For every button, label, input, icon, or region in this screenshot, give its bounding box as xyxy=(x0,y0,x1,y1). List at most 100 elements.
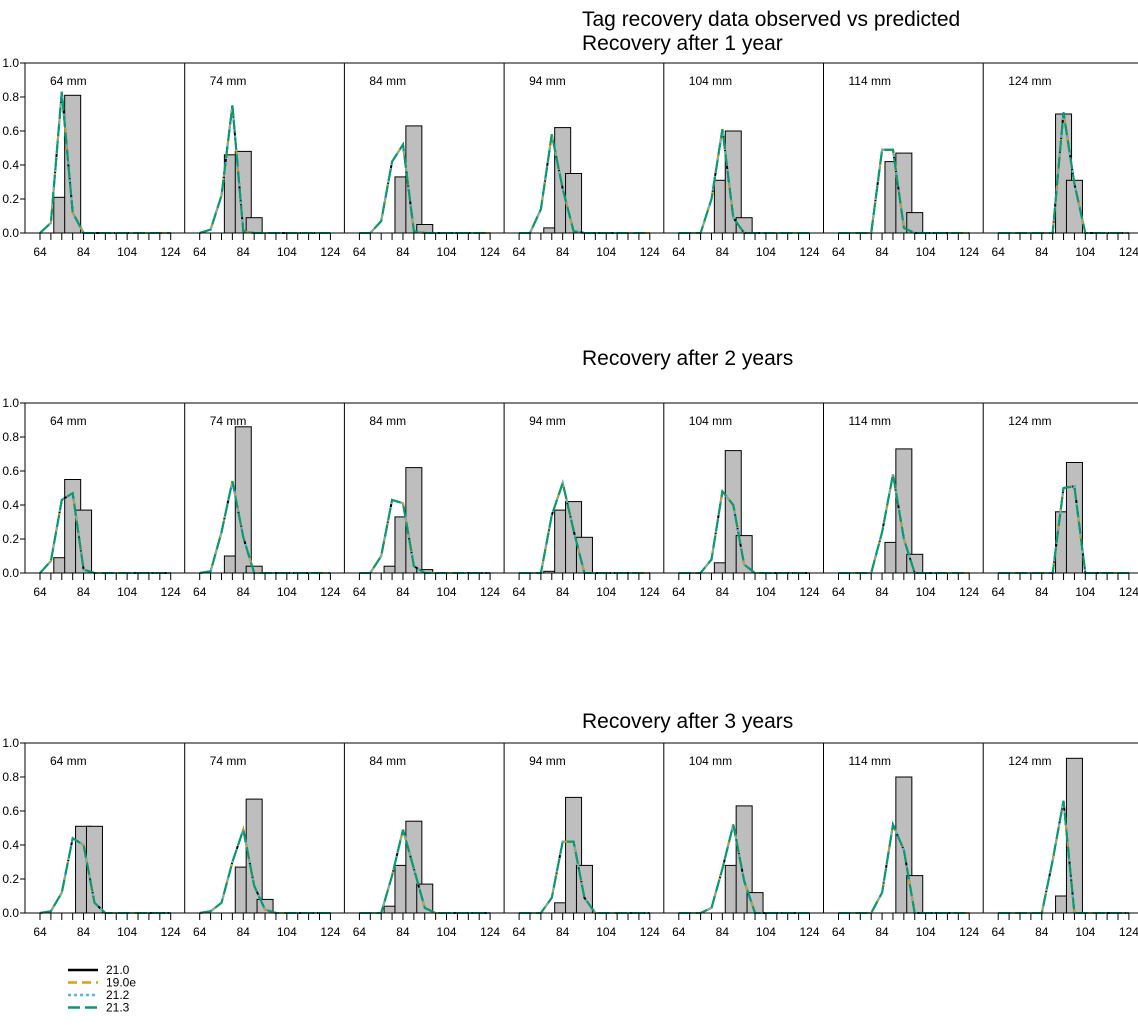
x-tick-label: 124 xyxy=(1119,585,1138,599)
y-tick-label: 0.4 xyxy=(2,498,19,512)
panel: 94 mm 64 84 104 124 xyxy=(503,402,664,599)
x-tick-label: 104 xyxy=(596,585,616,599)
x-tick-label: 124 xyxy=(480,245,500,259)
panel: 64 mm 64 84 104 124 xyxy=(24,742,185,939)
panel-label: 84 mm xyxy=(369,754,406,768)
panel-label: 104 mm xyxy=(689,74,732,88)
x-tick-label: 104 xyxy=(1075,925,1095,939)
y-tick-label: 0.2 xyxy=(2,192,19,206)
x-tick-label: 64 xyxy=(992,925,1006,939)
panel: 64 mm 64 84 104 124 xyxy=(24,62,185,259)
x-tick-label: 124 xyxy=(161,585,181,599)
x-tick-label: 64 xyxy=(353,245,367,259)
predicted-line xyxy=(199,480,331,574)
panel: 114 mm 64 84 104 124 xyxy=(823,742,984,939)
panel: 84 mm 64 84 104 124 xyxy=(343,402,505,599)
y-tick-label: 1.0 xyxy=(2,396,19,410)
panel-label: 74 mm xyxy=(210,74,247,88)
predicted-line xyxy=(39,836,171,914)
y-tick-label: 0.2 xyxy=(2,532,19,546)
y-tick-label: 0.6 xyxy=(2,804,19,818)
predicted-line xyxy=(199,105,331,234)
x-tick-label: 124 xyxy=(640,585,660,599)
observed-bar xyxy=(565,173,583,234)
panel-label: 84 mm xyxy=(369,74,406,88)
y-tick-label: 0.6 xyxy=(2,124,19,138)
panel-label: 64 mm xyxy=(50,754,87,768)
legend-entry: 19.0e xyxy=(106,976,136,990)
x-tick-label: 84 xyxy=(875,585,889,599)
x-tick-label: 84 xyxy=(396,585,410,599)
predicted-line xyxy=(519,134,650,234)
x-tick-label: 104 xyxy=(117,585,137,599)
observed-bar xyxy=(245,217,263,234)
x-tick-label: 104 xyxy=(756,245,776,259)
y-tick-label: 0.0 xyxy=(2,566,19,580)
panel-label: 84 mm xyxy=(369,414,406,428)
x-tick-label: 104 xyxy=(437,585,457,599)
x-tick-label: 124 xyxy=(161,925,181,939)
predicted-line xyxy=(359,141,491,234)
panel: 84 mm 64 84 104 124 xyxy=(343,742,505,939)
x-tick-label: 124 xyxy=(959,585,979,599)
x-tick-label: 124 xyxy=(640,245,660,259)
panel-label: 114 mm xyxy=(849,74,891,88)
predicted-line xyxy=(199,480,331,574)
predicted-line xyxy=(519,134,650,234)
observed-bar xyxy=(1065,757,1083,914)
x-tick-label: 64 xyxy=(512,925,526,939)
x-tick-label: 104 xyxy=(596,245,616,259)
x-tick-label: 84 xyxy=(875,925,889,939)
x-tick-label: 84 xyxy=(716,245,730,259)
x-tick-label: 104 xyxy=(117,925,137,939)
x-tick-label: 84 xyxy=(237,585,251,599)
y-tick-label: 0.8 xyxy=(2,770,19,784)
x-tick-label: 84 xyxy=(716,585,730,599)
x-tick-label: 84 xyxy=(396,925,410,939)
x-tick-label: 64 xyxy=(672,925,686,939)
x-tick-label: 64 xyxy=(353,925,367,939)
x-tick-label: 64 xyxy=(992,585,1006,599)
y-tick-label: 0.6 xyxy=(2,464,19,478)
x-tick-label: 84 xyxy=(1035,925,1049,939)
predicted-line xyxy=(39,836,171,914)
predicted-line xyxy=(199,105,331,234)
x-tick-label: 84 xyxy=(396,245,410,259)
x-tick-label: 64 xyxy=(832,245,846,259)
x-tick-label: 64 xyxy=(193,585,207,599)
observed-bar xyxy=(735,535,753,574)
predicted-line xyxy=(39,836,171,914)
observed-bar xyxy=(405,467,423,574)
y-tick-label: 0.4 xyxy=(2,158,19,172)
predicted-line xyxy=(359,498,491,574)
x-tick-label: 84 xyxy=(77,925,91,939)
x-tick-label: 124 xyxy=(161,245,181,259)
predicted-line xyxy=(359,498,491,574)
x-tick-label: 124 xyxy=(320,245,340,259)
panel: 64 mm 64 84 104 124 xyxy=(24,402,185,599)
y-tick-label: 0.2 xyxy=(2,872,19,886)
y-tick-label: 0.8 xyxy=(2,90,19,104)
y-tick-label: 0.4 xyxy=(2,838,19,852)
panel-label: 64 mm xyxy=(50,74,87,88)
predicted-line xyxy=(199,480,331,574)
panel: 74 mm 64 84 104 124 xyxy=(184,62,345,259)
x-tick-label: 64 xyxy=(193,245,207,259)
x-tick-label: 104 xyxy=(277,925,297,939)
x-tick-label: 104 xyxy=(916,585,936,599)
x-tick-label: 124 xyxy=(799,245,819,259)
x-tick-label: 104 xyxy=(437,245,457,259)
x-tick-label: 104 xyxy=(117,245,137,259)
x-tick-label: 84 xyxy=(556,245,570,259)
panel: 124 mm 64 84 104 124 xyxy=(982,402,1138,599)
x-tick-label: 64 xyxy=(832,585,846,599)
predicted-line xyxy=(838,474,970,574)
panel-row: Recovery after 3 years 0.0 0.2 0.4 0.6 0.8 1.0… xyxy=(2,710,1138,939)
x-tick-label: 104 xyxy=(277,585,297,599)
y-tick-label: 0.8 xyxy=(2,430,19,444)
x-tick-label: 124 xyxy=(959,925,979,939)
panel: 104 mm 64 84 104 124 xyxy=(663,62,824,259)
x-tick-label: 84 xyxy=(1035,585,1049,599)
panel-row: Recovery after 2 years 0.0 0.2 0.4 0.6 0.8 1.0… xyxy=(2,347,1138,599)
